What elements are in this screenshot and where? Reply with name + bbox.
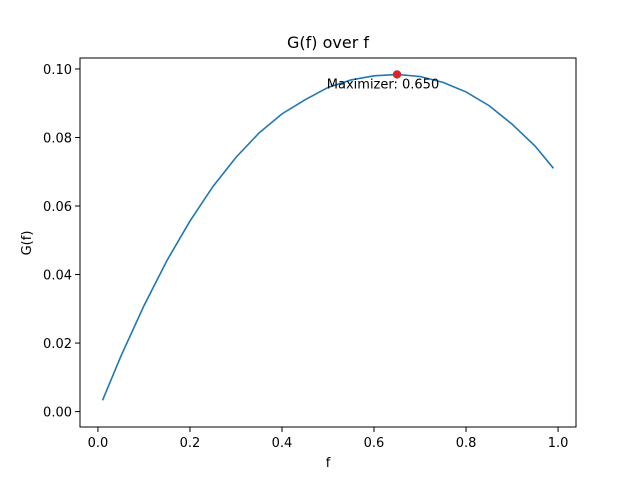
y-tick-label: 0.10 <box>43 63 72 78</box>
g-curve-line <box>101 73 555 401</box>
plot-area: 0.0 0.2 0.4 0.6 0.8 1.0 0.000.020.040.060.080… <box>43 57 577 451</box>
x-tick-label: 0.4 <box>272 436 293 451</box>
y-tick-label: 0.00 <box>43 406 72 421</box>
y-tick-label: 0.06 <box>43 200 72 215</box>
x-tick-label: 0.8 <box>456 436 477 451</box>
chart-title: G(f) over f <box>287 33 369 52</box>
x-tick-label: 0.2 <box>180 436 201 451</box>
y-axis-ticks: 0.00 0.02 0.04 0.06 0.08 0.10 <box>43 63 80 421</box>
y-tick-label: 0.04 <box>43 269 72 284</box>
y-tick-label: 0.02 <box>43 337 72 352</box>
y-axis-label: G(f) <box>20 231 35 256</box>
plot-frame <box>79 57 577 428</box>
maximizer-annotation: Maximizer: 0.650 <box>327 77 439 92</box>
x-tick-label: 0.6 <box>364 436 385 451</box>
x-tick-label: 0.0 <box>88 436 109 451</box>
x-axis-label: f <box>326 456 331 471</box>
y-tick-label: 0.08 <box>43 131 72 146</box>
maximizer-point <box>392 70 402 79</box>
x-axis-ticks: 0.0 0.2 0.4 0.6 0.8 1.0 <box>88 427 569 451</box>
x-tick-label: 1.0 <box>548 436 569 451</box>
